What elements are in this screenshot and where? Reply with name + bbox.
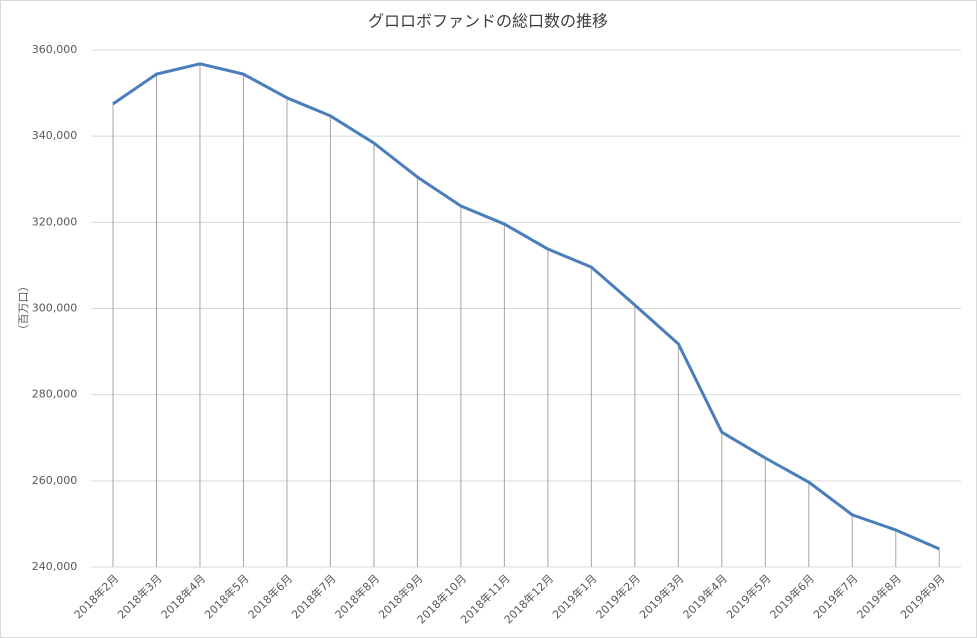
y-tick-label: 280,000 [32, 388, 78, 401]
y-tick-label: 340,000 [32, 129, 78, 142]
y-tick-label: 260,000 [32, 474, 78, 487]
data-line [112, 62, 940, 551]
y-tick-label: 300,000 [32, 302, 78, 315]
chart-title: グロロボファンドの総口数の推移 [368, 12, 608, 31]
y-tick-label: 320,000 [32, 215, 78, 228]
y-axis-label: （百万口） [17, 281, 30, 336]
y-tick-label: 360,000 [32, 43, 78, 56]
y-tick-label: 240,000 [32, 560, 78, 573]
